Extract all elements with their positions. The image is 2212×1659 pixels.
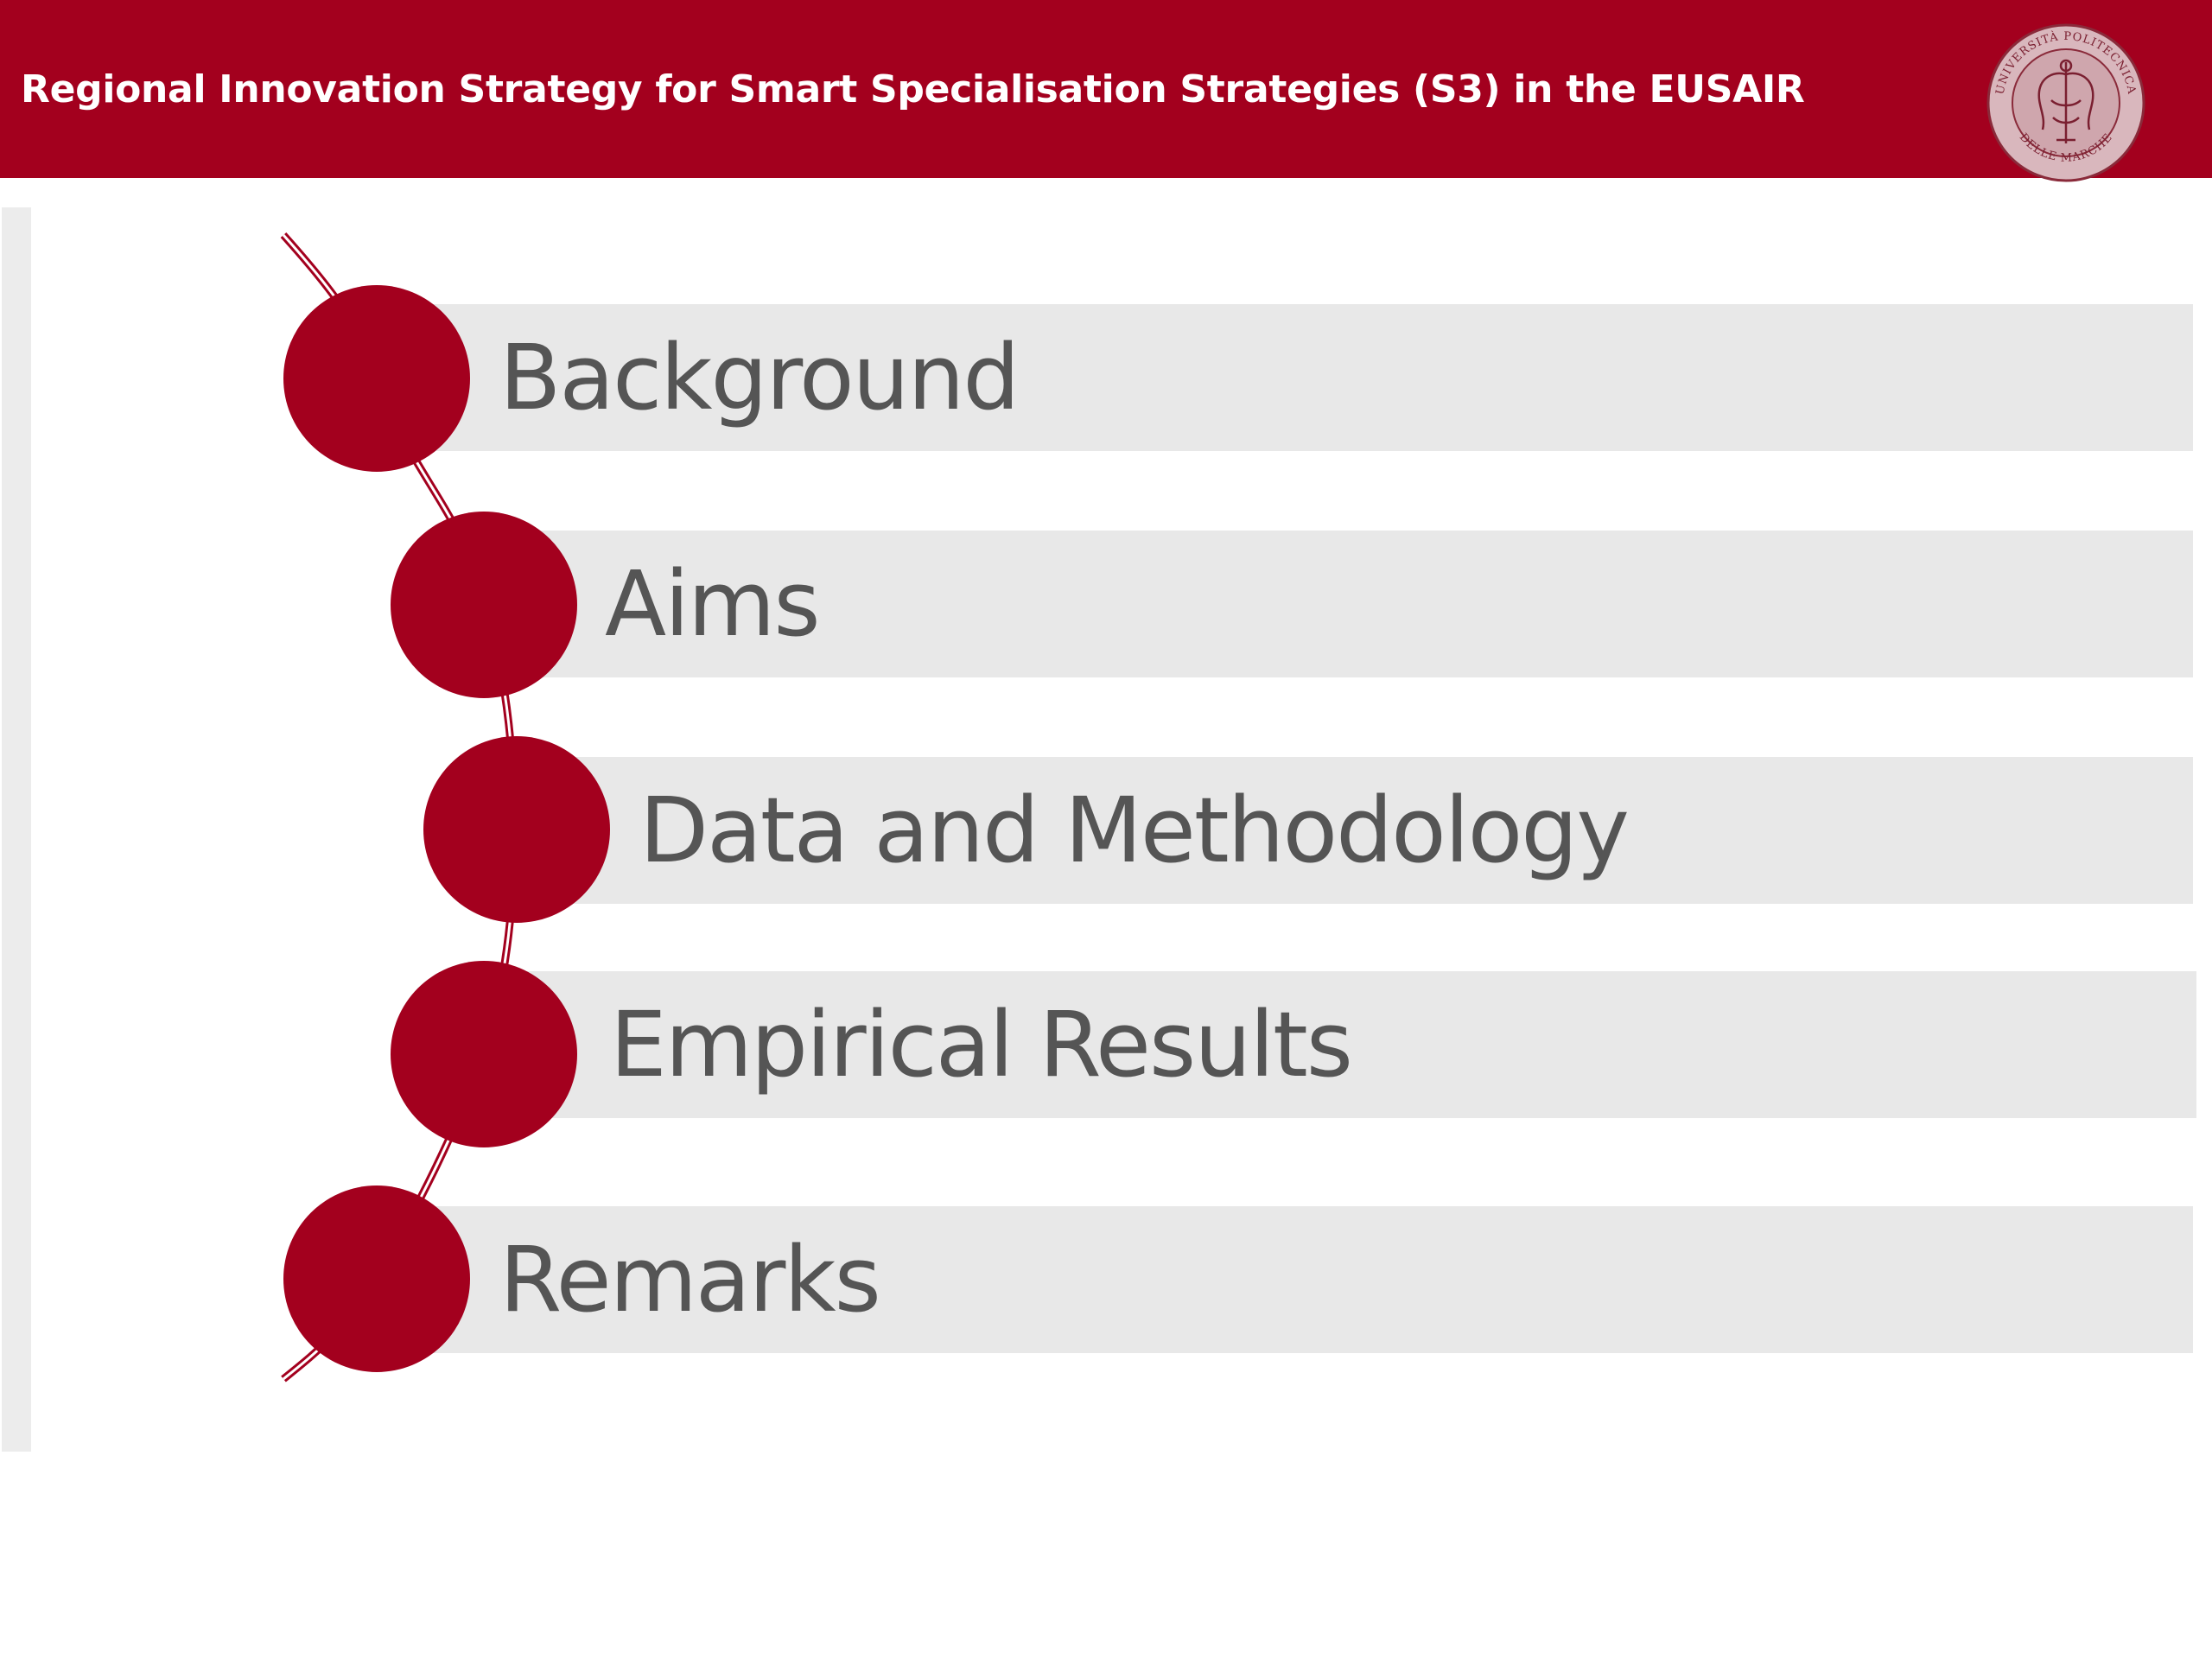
agenda-item-aims-bar <box>518 531 2193 677</box>
agenda-bullet-5 <box>283 1185 470 1372</box>
left-accent-bar <box>2 207 31 1452</box>
agenda-item-empirical-results-bar <box>518 971 2196 1118</box>
header-banner: Regional Innovation Strategy for Smart S… <box>0 0 2212 182</box>
agenda-item-data-methodology-label: Data and Methodology <box>639 778 1630 883</box>
agenda-item-data-methodology-bar <box>553 757 2193 904</box>
agenda-item-background-bar <box>415 304 2193 451</box>
agenda-item-background-label: Background <box>499 325 1020 430</box>
agenda-item-empirical-results-label: Empirical Results <box>610 992 1353 1097</box>
agenda-item-remarks-bar <box>415 1206 2193 1353</box>
agenda-bullet-4 <box>391 961 577 1147</box>
agenda-item-aims-label: Aims <box>605 551 821 657</box>
agenda-bullet-3 <box>423 736 610 923</box>
slide-title: Regional Innovation Strategy for Smart S… <box>21 67 1805 111</box>
agenda-item-remarks-label: Remarks <box>499 1227 881 1332</box>
university-seal-logo: UNIVERSITÀ POLITECNICA DELLE MARCHE <box>1986 23 2145 182</box>
agenda-bullet-2 <box>391 512 577 698</box>
agenda-bullet-1 <box>283 285 470 472</box>
